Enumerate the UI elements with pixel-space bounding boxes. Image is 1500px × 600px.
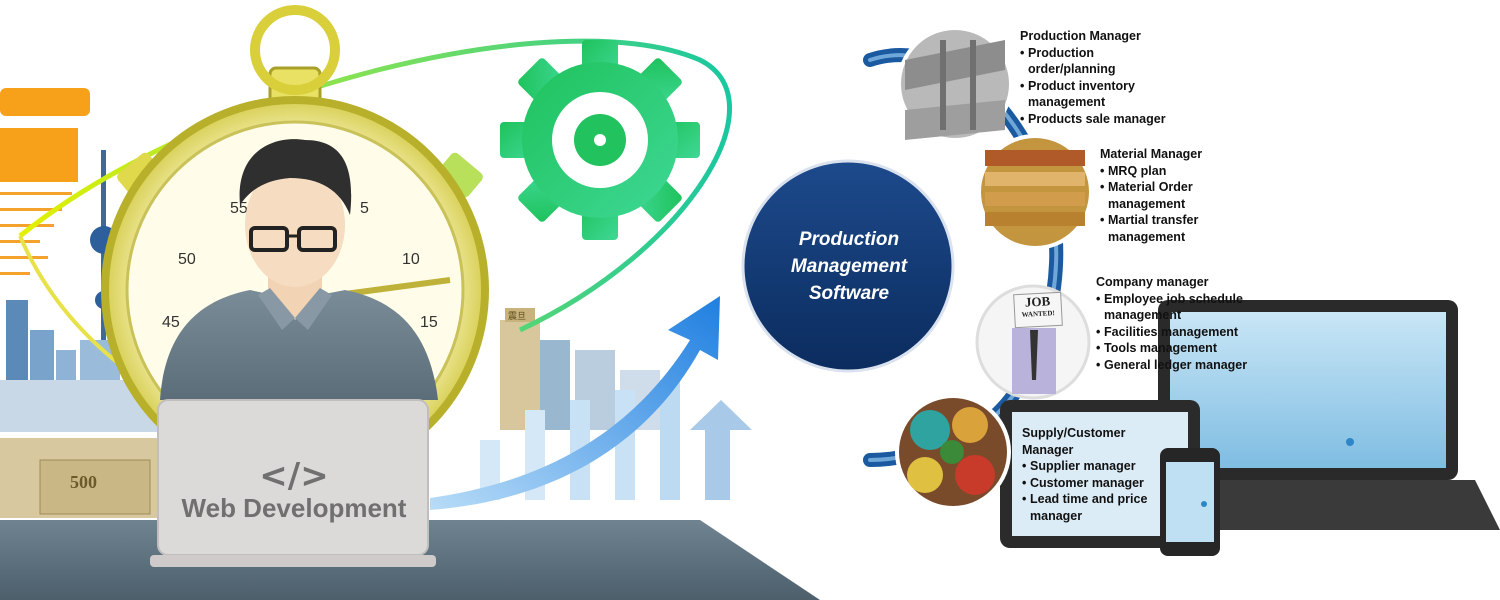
module-item: Supplier manager (1022, 458, 1152, 475)
module-item: Lead time and price manager (1022, 491, 1152, 524)
module-item: Material Order management (1100, 179, 1218, 212)
dial-number: 55 (230, 200, 248, 217)
core-title: Production Management Software (790, 229, 908, 304)
module-item: Tools management (1096, 340, 1258, 357)
dial-number: 15 (420, 314, 438, 331)
module-material-manager: Material Manager MRQ plan Material Order… (1100, 146, 1218, 245)
dial-number: 45 (162, 314, 180, 331)
svg-text:500: 500 (70, 472, 97, 492)
module-title: Company manager (1096, 275, 1209, 289)
job-sign-line: JOB (1024, 293, 1051, 310)
web-development-caption: Web Development (181, 493, 407, 523)
module-item: Employee job schedule management (1096, 291, 1258, 324)
growth-arrow-icon (430, 296, 720, 510)
module-supply-customer-manager: Supply/Customer Manager Supplier manager… (1022, 425, 1152, 524)
material-photo (977, 134, 1093, 250)
module-title: Material Manager (1100, 147, 1203, 161)
orange-document-graphic (0, 88, 90, 275)
module-title: Production Manager (1020, 29, 1141, 43)
gear-icon (500, 40, 700, 240)
developer-person-graphic (160, 139, 438, 400)
core-circle (741, 159, 955, 373)
module-production-manager: Production Manager Production order/plan… (1020, 28, 1170, 127)
dial-number: 5 (360, 200, 369, 217)
production-photo (897, 26, 1013, 142)
module-item: Products sale manager (1020, 111, 1170, 128)
module-item: Production order/planning (1020, 45, 1170, 78)
supply-photo (895, 394, 1011, 510)
module-item: General ledger manager (1096, 357, 1258, 374)
code-symbol-icon: </> (259, 456, 329, 496)
module-item: MRQ plan (1100, 163, 1218, 180)
job-wanted-sign: JOB WANTED! (1013, 291, 1063, 329)
module-item: Facilities management (1096, 324, 1258, 341)
module-item: Martial transfer management (1100, 212, 1218, 245)
module-company-manager: Company manager Employee job schedule ma… (1096, 274, 1258, 373)
module-item: Product inventory management (1020, 78, 1170, 111)
module-title: Supply/Customer Manager (1022, 426, 1126, 457)
dial-number: 10 (402, 251, 420, 268)
billboard-text: 震旦 (508, 311, 526, 322)
module-item: Customer manager (1022, 475, 1152, 492)
job-sign-line: WANTED! (1021, 309, 1055, 319)
money-banknotes-graphic: 500 (0, 438, 160, 518)
dial-number: 50 (178, 251, 196, 268)
